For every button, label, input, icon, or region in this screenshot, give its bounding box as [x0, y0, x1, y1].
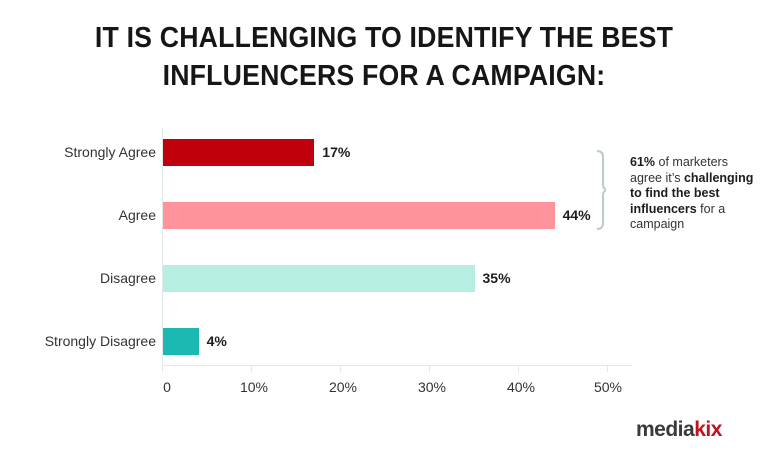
x-tick: [518, 366, 519, 372]
x-tick: [162, 366, 163, 372]
mediakix-logo: mediakix: [636, 418, 722, 442]
annotation-note: 61% of marketers agree it’s challenging …: [630, 155, 760, 233]
bar-strongly-agree: [163, 139, 315, 166]
x-tick-label: 20%: [328, 379, 358, 395]
curly-bracket-icon: [596, 150, 606, 230]
value-label-strongly-agree: 17%: [322, 144, 351, 160]
x-tick: [607, 366, 608, 372]
category-label-strongly-agree: Strongly Agree: [64, 144, 156, 160]
value-label-disagree: 35%: [482, 270, 511, 286]
y-axis-line: [162, 128, 163, 366]
x-axis-line: [162, 365, 632, 366]
x-tick-label: 50%: [593, 379, 623, 395]
x-tick: [429, 366, 430, 372]
category-label-disagree: Disagree: [99, 270, 156, 286]
logo-text-kix: kix: [694, 418, 722, 441]
x-tick-label: 30%: [417, 379, 447, 395]
x-tick-label: 10%: [239, 379, 269, 395]
chart-title-line-1: IT IS CHALLENGING TO IDENTIFY THE BEST: [94, 22, 674, 54]
x-tick: [251, 366, 252, 372]
annotation-part: 61%: [630, 155, 656, 169]
annotation-part: for a campaign: [630, 201, 726, 232]
category-label-agree: Agree: [118, 207, 156, 223]
logo-text-media: media: [636, 418, 695, 441]
category-label-strongly-disagree: Strongly Disagree: [44, 333, 156, 349]
value-label-agree: 44%: [562, 207, 591, 223]
annotation-part: of marketers agree it’s: [630, 155, 728, 185]
x-tick-label: 40%: [506, 379, 536, 395]
annotation-part: challenging to find the best influencers: [630, 170, 754, 216]
bar-strongly-disagree: [163, 328, 199, 355]
chart-title-line-2: INFLUENCERS FOR A CAMPAIGN:: [162, 60, 606, 92]
x-tick: [340, 366, 341, 372]
x-tick-label: 0: [163, 379, 171, 395]
value-label-strongly-disagree: 4%: [206, 333, 227, 349]
bar-disagree: [163, 265, 475, 292]
bar-agree: [163, 202, 555, 229]
